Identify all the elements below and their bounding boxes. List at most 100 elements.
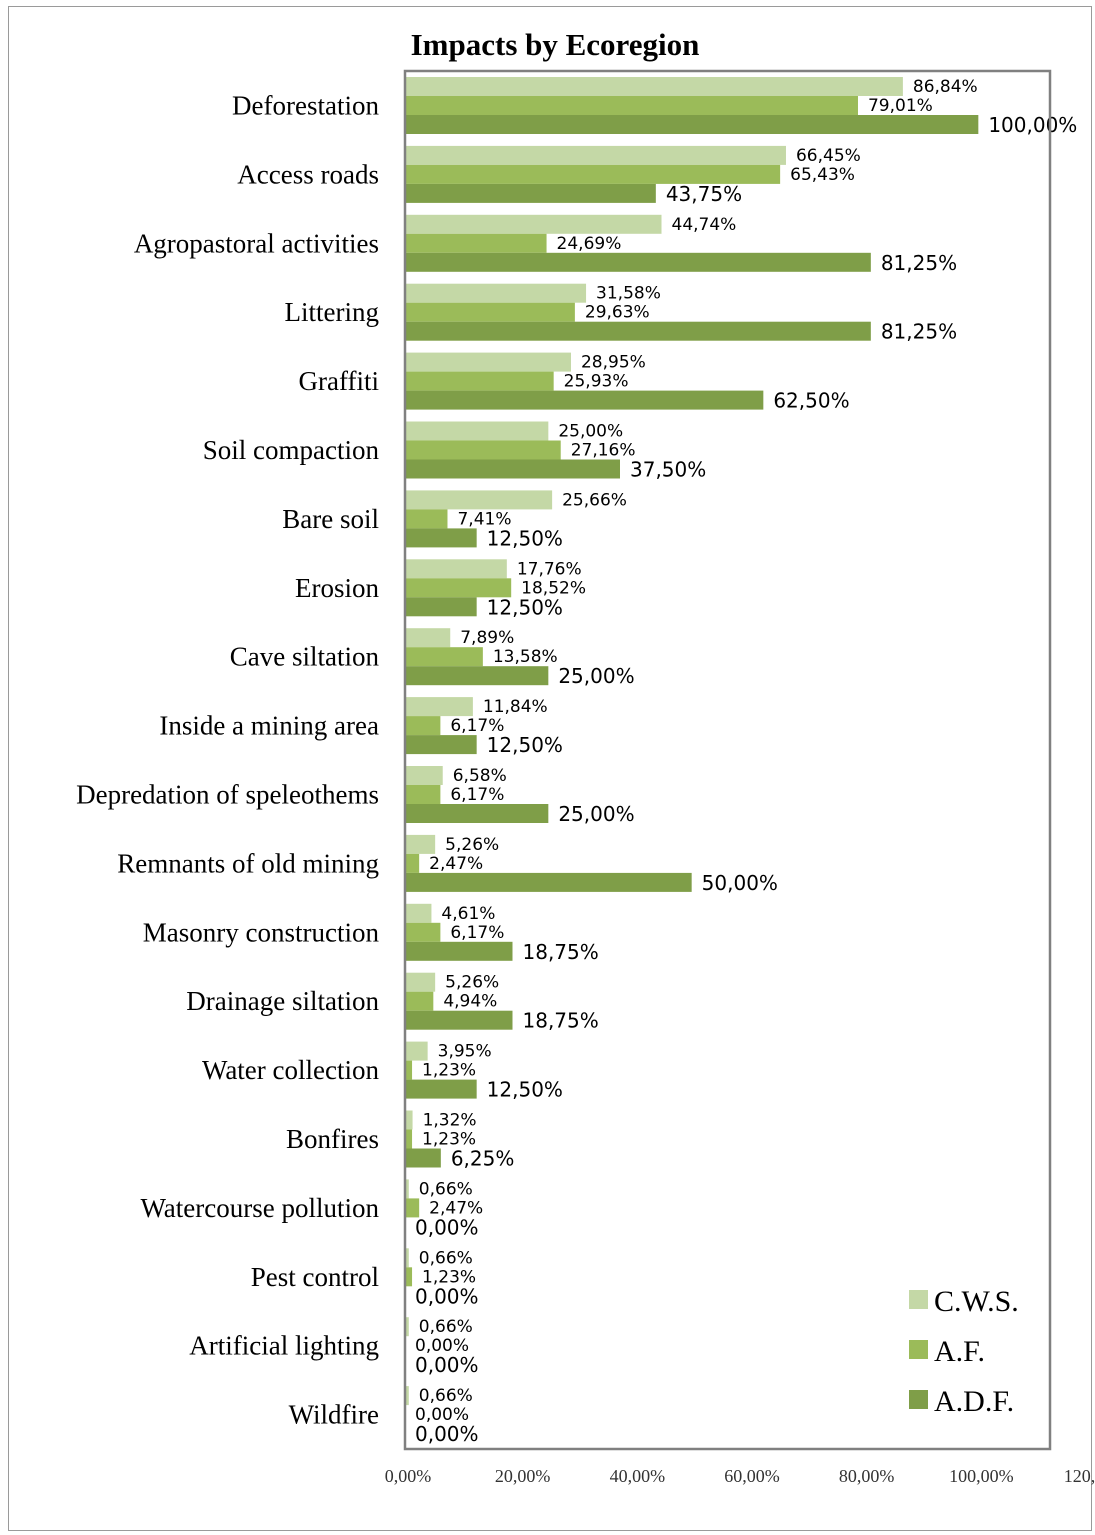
category-label: Pest control [251, 1262, 379, 1292]
data-label: 25,66% [562, 490, 627, 510]
bar-cws [405, 766, 443, 785]
data-label: 5,26% [445, 973, 499, 993]
legend-swatch [909, 1340, 928, 1359]
data-label: 62,50% [773, 389, 849, 413]
data-label: 0,66% [419, 1386, 473, 1406]
data-label: 86,84% [913, 77, 978, 97]
data-label: 0,66% [419, 1179, 473, 1199]
bar-adf [405, 735, 477, 754]
bar-adf [405, 253, 871, 272]
category-label: Drainage siltation [186, 986, 379, 1016]
category-label: Watercourse pollution [140, 1193, 379, 1223]
data-label: 11,84% [483, 697, 548, 717]
bar-af [405, 854, 419, 873]
bar-adf [405, 460, 620, 479]
bar-af [405, 96, 858, 115]
data-label: 13,58% [493, 647, 558, 667]
x-tick-label: 0,00% [385, 1466, 432, 1486]
data-label: 27,16% [571, 441, 636, 461]
bar-af [405, 992, 433, 1011]
bar-adf [405, 1080, 477, 1099]
bar-cws [405, 628, 450, 647]
data-label: 25,00% [558, 802, 634, 826]
data-label: 50,00% [702, 871, 778, 895]
legend-swatch [909, 1390, 928, 1409]
bar-adf [405, 873, 692, 892]
bar-af [405, 372, 554, 391]
bar-cws [405, 146, 786, 165]
data-label: 1,23% [422, 1061, 476, 1081]
data-label: 5,26% [445, 835, 499, 855]
legend-label: A.F. [934, 1335, 985, 1368]
bar-cws [405, 353, 571, 372]
bar-af [405, 441, 561, 460]
category-label: Bonfires [286, 1124, 379, 1154]
bar-cws [405, 77, 903, 96]
category-label: Erosion [295, 573, 379, 603]
category-label: Graffiti [299, 366, 379, 396]
data-label: 12,50% [487, 1078, 563, 1102]
bar-af [405, 785, 440, 804]
category-label: Masonry construction [143, 917, 380, 947]
category-label: Access roads [237, 159, 379, 189]
bar-cws [405, 215, 662, 234]
data-label: 0,66% [419, 1248, 473, 1268]
x-tick-label: 40,00% [610, 1466, 666, 1486]
data-label: 6,17% [450, 785, 504, 805]
data-label: 37,50% [630, 458, 706, 482]
bar-af [405, 716, 440, 735]
bar-adf [405, 804, 548, 823]
category-label: Artificial lighting [189, 1331, 379, 1361]
bar-cws [405, 835, 435, 854]
legend-swatch [909, 1290, 928, 1309]
data-label: 12,50% [487, 595, 563, 619]
data-label: 29,63% [585, 303, 650, 323]
bar-cws [405, 973, 435, 992]
bar-af [405, 509, 447, 528]
category-label: Inside a mining area [159, 711, 379, 741]
data-label: 79,01% [868, 96, 933, 116]
bar-cws [405, 559, 507, 578]
data-label: 0,66% [419, 1317, 473, 1337]
bar-af [405, 647, 483, 666]
data-label: 18,75% [523, 940, 599, 964]
x-tick-label: 60,00% [724, 1466, 780, 1486]
data-label: 12,50% [487, 733, 563, 757]
bar-adf [405, 391, 763, 410]
category-label: Wildfire [289, 1400, 379, 1430]
data-label: 100,00% [988, 113, 1077, 137]
legend-label: C.W.S. [934, 1285, 1019, 1318]
data-label: 17,76% [517, 559, 582, 579]
x-tick-label: 100,00% [949, 1466, 1014, 1486]
data-label: 4,94% [443, 992, 497, 1012]
bar-adf [405, 528, 477, 547]
bar-adf [405, 184, 656, 203]
x-tick-label: 80,00% [839, 1466, 895, 1486]
bar-adf [405, 942, 513, 961]
data-label: 6,25% [451, 1147, 515, 1171]
bar-adf [405, 597, 477, 616]
x-tick-label: 20,00% [495, 1466, 551, 1486]
data-label: 25,00% [558, 664, 634, 688]
data-label: 81,25% [881, 320, 957, 344]
bar-adf [405, 1011, 513, 1030]
data-label: 6,58% [453, 766, 507, 786]
data-label: 66,45% [796, 146, 861, 166]
legend: C.W.S. A.F. A.D.F. [909, 1285, 1019, 1418]
bar-adf [405, 666, 548, 685]
category-label: Depredation of speleothems [76, 780, 379, 810]
bar-adf [405, 322, 871, 341]
bar-cws [405, 904, 431, 923]
category-label: Deforestation [232, 91, 379, 121]
legend-label: A.D.F. [934, 1385, 1014, 1418]
bar-cws [405, 490, 552, 509]
bar-adf [405, 1149, 441, 1168]
data-label: 6,17% [450, 923, 504, 943]
category-label: Cave siltation [230, 642, 380, 672]
data-label: 0,00% [415, 1422, 479, 1446]
bar-af [405, 923, 440, 942]
category-labels: Deforestation Access roads Agropastoral ac… [76, 91, 379, 1430]
data-label: 18,75% [523, 1009, 599, 1033]
data-label: 2,47% [429, 854, 483, 874]
